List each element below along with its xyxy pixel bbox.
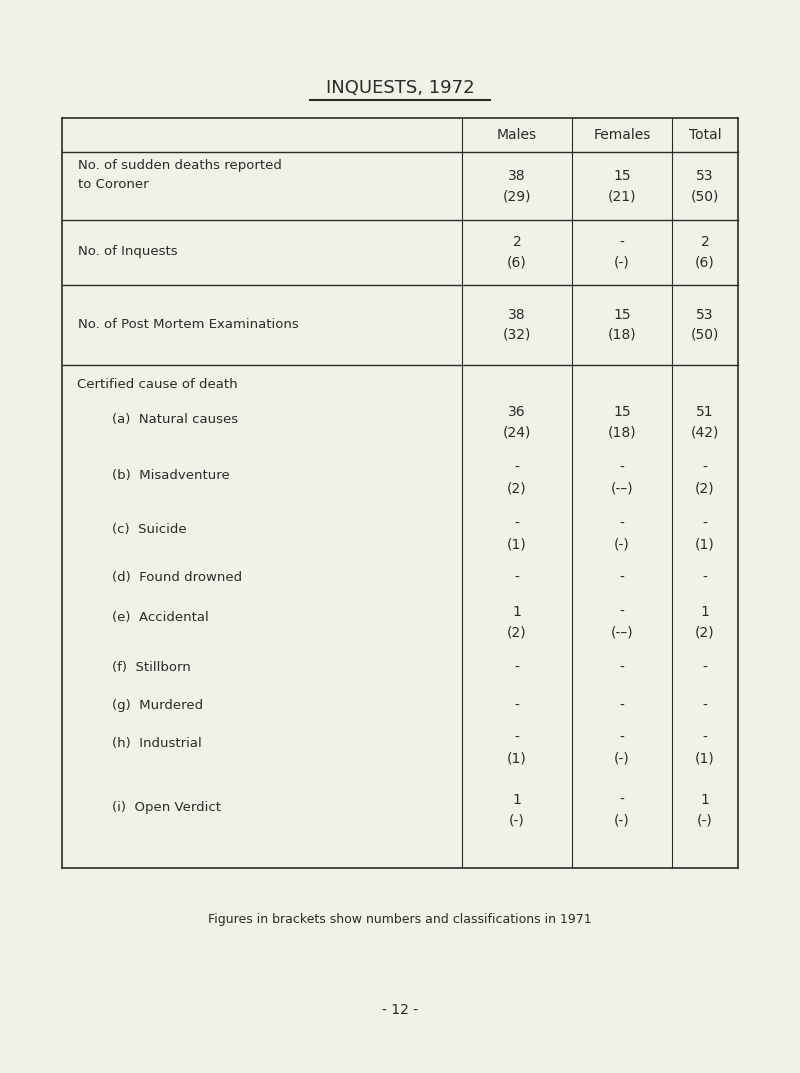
Text: (21): (21) xyxy=(608,189,636,203)
Text: -: - xyxy=(702,699,707,712)
Text: (2): (2) xyxy=(507,624,527,640)
Text: No. of Post Mortem Examinations: No. of Post Mortem Examinations xyxy=(78,319,298,332)
Text: (-): (-) xyxy=(614,751,630,765)
Text: (g)  Murdered: (g) Murdered xyxy=(112,700,203,712)
Text: (24): (24) xyxy=(503,425,531,439)
Text: (32): (32) xyxy=(503,328,531,342)
Text: (b)  Misadventure: (b) Misadventure xyxy=(112,469,230,482)
Text: (2): (2) xyxy=(695,481,715,495)
Text: -: - xyxy=(514,699,519,712)
Text: -: - xyxy=(619,517,625,531)
Text: (-): (-) xyxy=(614,813,630,827)
Text: -: - xyxy=(514,461,519,475)
Text: (-): (-) xyxy=(614,536,630,552)
Text: (18): (18) xyxy=(608,328,636,342)
Text: Males: Males xyxy=(497,128,537,142)
Text: 15: 15 xyxy=(613,170,631,183)
Text: -: - xyxy=(619,605,625,619)
Text: (1): (1) xyxy=(695,751,715,765)
Text: (1): (1) xyxy=(507,536,527,552)
Text: (-–): (-–) xyxy=(610,624,634,640)
Text: (-–): (-–) xyxy=(610,481,634,495)
Text: (42): (42) xyxy=(691,425,719,439)
Text: -: - xyxy=(514,517,519,531)
Text: (d)  Found drowned: (d) Found drowned xyxy=(112,572,242,585)
Text: 15: 15 xyxy=(613,405,631,418)
Text: (1): (1) xyxy=(695,536,715,552)
Text: (-): (-) xyxy=(697,813,713,827)
Text: (6): (6) xyxy=(507,255,527,269)
Text: 53: 53 xyxy=(696,308,714,322)
Text: -: - xyxy=(619,699,625,712)
Text: (18): (18) xyxy=(608,425,636,439)
Text: -: - xyxy=(619,461,625,475)
Text: No. of Inquests: No. of Inquests xyxy=(78,246,178,259)
Text: -: - xyxy=(619,235,625,250)
Text: Females: Females xyxy=(594,128,650,142)
Text: (h)  Industrial: (h) Industrial xyxy=(112,737,202,750)
Text: -: - xyxy=(619,731,625,745)
Text: Figures in brackets show numbers and classifications in 1971: Figures in brackets show numbers and cla… xyxy=(208,913,592,926)
Text: -: - xyxy=(702,571,707,585)
Text: (2): (2) xyxy=(695,624,715,640)
Text: 2: 2 xyxy=(513,235,522,250)
Text: -: - xyxy=(619,571,625,585)
Text: (-): (-) xyxy=(614,255,630,269)
Text: to Coroner: to Coroner xyxy=(78,178,149,191)
Text: -: - xyxy=(702,731,707,745)
Text: (f)  Stillborn: (f) Stillborn xyxy=(112,661,190,675)
Text: -: - xyxy=(619,661,625,675)
Text: 53: 53 xyxy=(696,170,714,183)
Text: 51: 51 xyxy=(696,405,714,418)
Text: 1: 1 xyxy=(701,605,710,619)
Text: (c)  Suicide: (c) Suicide xyxy=(112,524,186,536)
Text: Total: Total xyxy=(689,128,722,142)
Text: (e)  Accidental: (e) Accidental xyxy=(112,612,209,624)
Text: -: - xyxy=(702,661,707,675)
Text: (29): (29) xyxy=(502,189,531,203)
Text: -: - xyxy=(514,571,519,585)
Text: 36: 36 xyxy=(508,405,526,418)
Text: (2): (2) xyxy=(507,481,527,495)
Text: -: - xyxy=(514,731,519,745)
Text: - 12 -: - 12 - xyxy=(382,1003,418,1017)
Text: Certified cause of death: Certified cause of death xyxy=(77,379,238,392)
Text: (6): (6) xyxy=(695,255,715,269)
Text: (50): (50) xyxy=(691,189,719,203)
Text: -: - xyxy=(702,461,707,475)
Text: 1: 1 xyxy=(513,793,522,807)
Text: (a)  Natural causes: (a) Natural causes xyxy=(112,413,238,426)
Text: (50): (50) xyxy=(691,328,719,342)
Text: INQUESTS, 1972: INQUESTS, 1972 xyxy=(326,79,474,97)
Text: (1): (1) xyxy=(507,751,527,765)
Text: 2: 2 xyxy=(701,235,710,250)
Text: -: - xyxy=(514,661,519,675)
Text: 15: 15 xyxy=(613,308,631,322)
Text: 38: 38 xyxy=(508,170,526,183)
Text: (-): (-) xyxy=(509,813,525,827)
Text: No. of sudden deaths reported: No. of sudden deaths reported xyxy=(78,159,282,172)
Text: -: - xyxy=(702,517,707,531)
Text: 38: 38 xyxy=(508,308,526,322)
Text: (i)  Open Verdict: (i) Open Verdict xyxy=(112,802,221,814)
Text: 1: 1 xyxy=(513,605,522,619)
Text: 1: 1 xyxy=(701,793,710,807)
Text: -: - xyxy=(619,793,625,807)
